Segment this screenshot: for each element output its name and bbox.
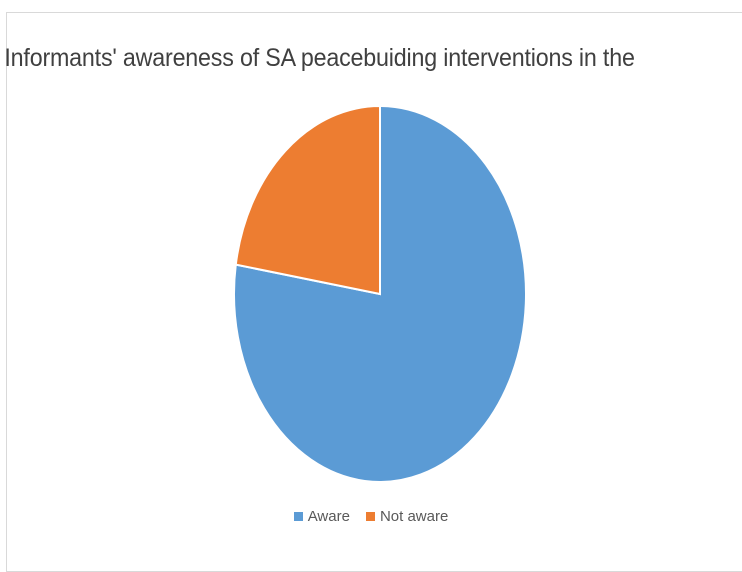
legend-swatch-aware (293, 511, 303, 521)
pie-slices (233, 104, 527, 483)
legend-label-not-aware: Not aware (379, 507, 449, 525)
legend-item-not-aware: Not aware (365, 507, 449, 525)
chart-title: 3. Informants' awareness of SA peacebuid… (0, 44, 635, 72)
legend-item-aware: Aware (293, 507, 350, 525)
pie-chart (233, 104, 527, 483)
chart-legend: Aware Not aware (0, 504, 742, 528)
legend-swatch-not-aware (365, 511, 375, 521)
pie-slice-not-aware (234, 104, 381, 296)
legend-label-aware: Aware (307, 507, 350, 525)
